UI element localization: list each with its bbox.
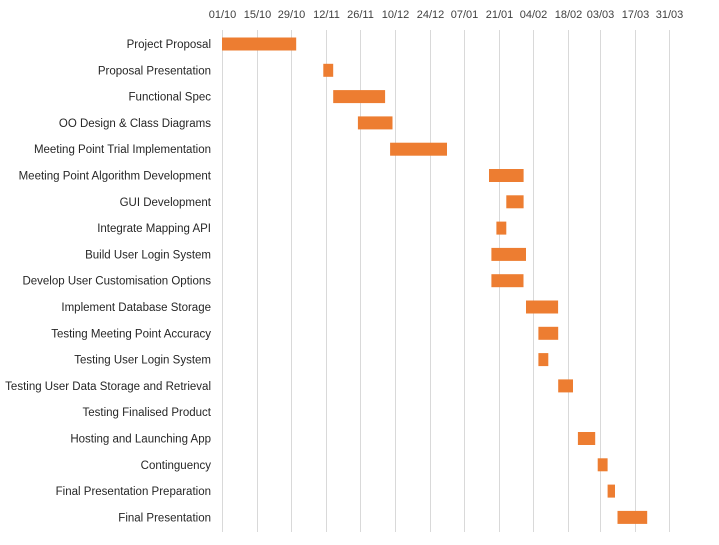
x-tick-label: 29/10 xyxy=(278,9,306,21)
task-label: Final Presentation Preparation xyxy=(56,486,211,498)
task-bar xyxy=(489,169,524,182)
task-bar xyxy=(496,221,507,235)
task-bar xyxy=(538,353,549,367)
task-bar xyxy=(222,37,297,51)
task-label: Project Proposal xyxy=(127,39,211,51)
task-bar xyxy=(357,116,393,130)
task-bar xyxy=(558,379,573,393)
task-bar xyxy=(607,484,615,498)
x-tick-label: 18/02 xyxy=(555,9,583,21)
task-label: OO Design & Class Diagrams xyxy=(59,118,211,130)
task-label: Testing User Login System xyxy=(74,355,211,367)
task-label: Build User Login System xyxy=(85,249,211,261)
task-label: Final Presentation xyxy=(118,512,211,524)
task-label: GUI Development xyxy=(120,197,212,209)
x-tick-label: 04/02 xyxy=(520,9,548,21)
x-tick-label: 10/12 xyxy=(382,9,410,21)
x-tick-label: 31/03 xyxy=(656,9,684,21)
task-label: Integrate Mapping API xyxy=(97,223,211,235)
x-tick-label: 26/11 xyxy=(347,9,374,21)
task-bar xyxy=(491,247,526,261)
x-tick-label: 17/03 xyxy=(622,9,650,21)
task-label: Continguency xyxy=(141,460,212,472)
task-label: Meeting Point Algorithm Development xyxy=(19,171,212,183)
x-tick-label: 24/12 xyxy=(417,9,445,21)
x-tick-label: 07/01 xyxy=(451,9,479,21)
task-bar xyxy=(323,63,334,77)
task-label: Proposal Presentation xyxy=(98,65,211,77)
task-label: Testing Finalised Product xyxy=(83,407,212,419)
task-bars xyxy=(222,37,648,524)
task-bar xyxy=(506,195,524,209)
task-bar xyxy=(617,510,648,524)
task-bar xyxy=(577,432,596,445)
task-labels: Project Proposal Proposal Presentation Fun… xyxy=(5,39,212,524)
x-tick-label: 01/10 xyxy=(209,9,237,21)
task-bar xyxy=(526,300,559,314)
task-bar xyxy=(491,274,524,288)
task-label: Develop User Customisation Options xyxy=(22,276,211,288)
task-label: Testing User Data Storage and Retrieval xyxy=(5,381,211,393)
task-bar xyxy=(333,90,386,104)
gridlines xyxy=(222,30,670,532)
task-label: Implement Database Storage xyxy=(61,302,211,314)
x-tick-label: 15/10 xyxy=(244,9,272,21)
task-label: Testing Meeting Point Accuracy xyxy=(51,328,211,340)
x-axis-tick-labels: 01/10 15/10 29/10 12/11 26/11 10/12 24/12 07/01… xyxy=(209,9,684,21)
x-tick-label: 12/11 xyxy=(313,9,340,21)
x-tick-label: 03/03 xyxy=(587,9,615,21)
task-bar xyxy=(538,326,559,340)
x-tick-label: 21/01 xyxy=(486,9,514,21)
task-label: Hosting and Launching App xyxy=(70,434,211,446)
task-label: Meeting Point Trial Implementation xyxy=(34,144,211,156)
task-bar xyxy=(390,142,447,156)
task-label: Functional Spec xyxy=(129,92,212,104)
task-bar xyxy=(597,458,608,472)
